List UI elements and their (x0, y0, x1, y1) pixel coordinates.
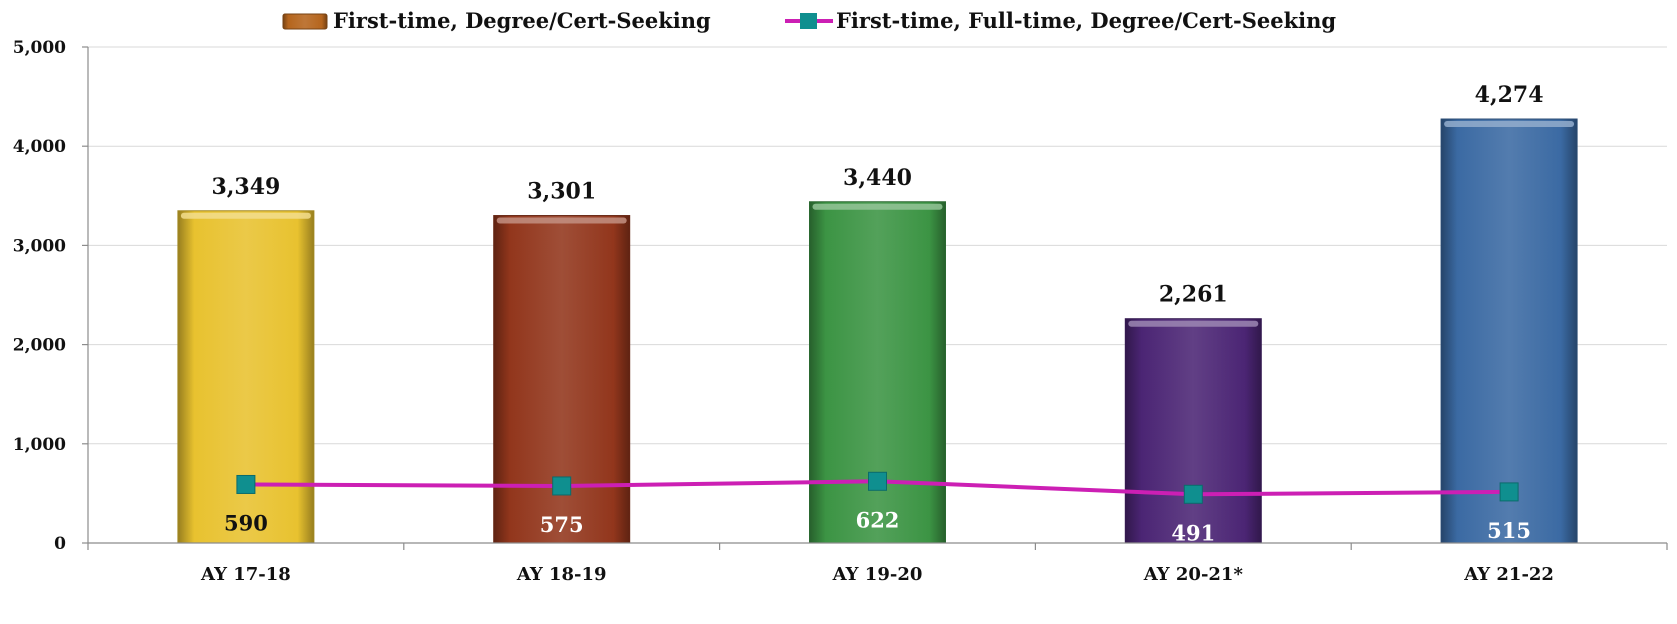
line-value-label: 575 (540, 512, 584, 537)
y-tick-label: 1,000 (13, 435, 66, 455)
bar-value-label: 2,261 (1159, 282, 1228, 308)
line-series (236, 471, 1519, 504)
legend: First-time, Degree/Cert-Seeking First-ti… (282, 8, 1336, 33)
line-value-label: 622 (856, 507, 900, 532)
line-marker (1183, 484, 1203, 504)
line-marker (552, 476, 572, 496)
bar-value-label: 3,301 (527, 179, 596, 205)
x-tick-label: AY 17-18 (200, 564, 291, 585)
x-tick-label: AY 18-19 (516, 564, 607, 585)
line-value-label: 515 (1487, 518, 1531, 543)
line-value-label: 590 (224, 510, 268, 535)
line-value-label: 491 (1171, 520, 1215, 545)
bars (177, 118, 1578, 544)
y-tick-label: 2,000 (13, 336, 66, 356)
data-labels: 3,349 3,301 3,440 2,261 4,274 590 575 622 491 515 (211, 82, 1543, 545)
y-tick-label: 5,000 (13, 38, 66, 58)
y-tick-label: 0 (54, 534, 66, 554)
legend-item-line: First-time, Full-time, Degree/Cert-Seeki… (785, 8, 1336, 33)
x-tick-label: AY 19-20 (832, 564, 923, 585)
legend-bar-label: First-time, Degree/Cert-Seeking (333, 8, 711, 33)
bar (1124, 318, 1262, 544)
bar-value-label: 3,349 (211, 174, 280, 200)
line-marker (868, 471, 887, 491)
x-tick-label: AY 20-21* (1143, 564, 1244, 585)
legend-bar-swatch (282, 13, 328, 30)
y-tick-label: 3,000 (13, 236, 66, 256)
legend-item-bars: First-time, Degree/Cert-Seeking (282, 8, 711, 33)
y-tick-label: 4,000 (13, 137, 66, 157)
bar (809, 201, 946, 544)
legend-line-marker (800, 13, 817, 29)
line-marker (1499, 482, 1519, 502)
line-marker (236, 474, 256, 494)
bar-value-label: 3,440 (843, 165, 912, 191)
bar (1440, 118, 1578, 544)
axes: 0 1,000 2,000 3,000 4,000 5,000 AY 17-18 AY 18-… (13, 38, 1668, 585)
x-tick-label: AY 21-22 (1463, 564, 1554, 585)
bar-value-label: 4,274 (1475, 82, 1544, 108)
legend-line-label: First-time, Full-time, Degree/Cert-Seeki… (836, 8, 1336, 33)
